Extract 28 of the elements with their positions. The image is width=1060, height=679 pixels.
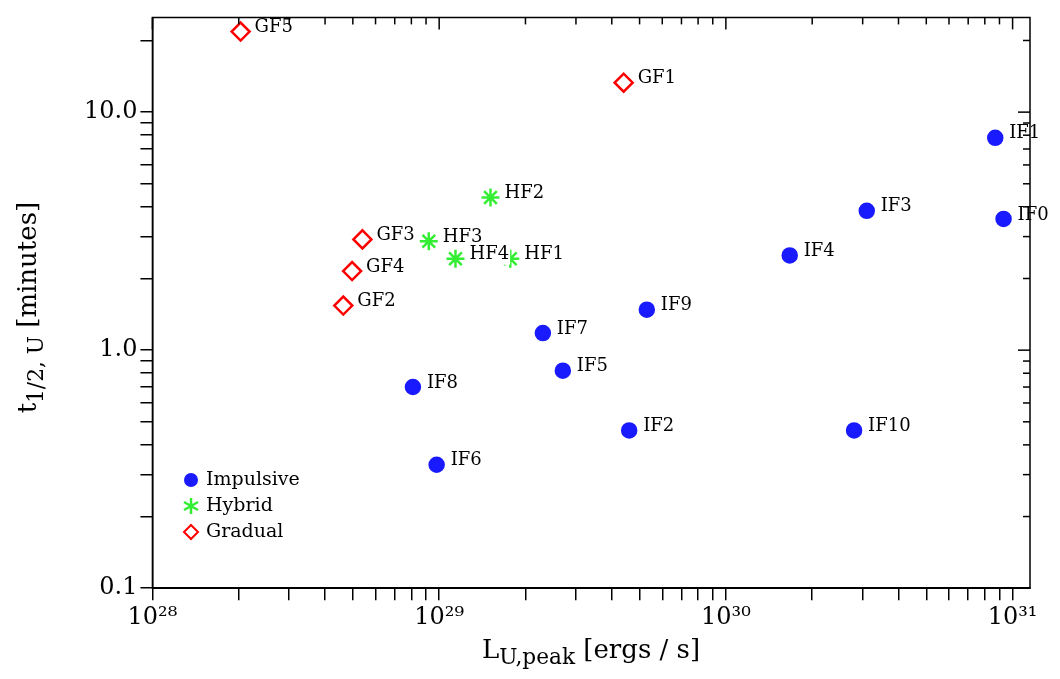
x-axis-title: L$_{U,peak}$ [ergs / s]	[480, 634, 702, 670]
x-tick-label: 10³⁰	[700, 601, 751, 630]
annotation: GF5	[254, 15, 293, 37]
annotation: IF9	[660, 293, 692, 315]
annotation: IF5	[576, 354, 608, 376]
annotation: IF10	[868, 414, 911, 436]
annotation: IF6	[450, 448, 482, 470]
y-tick-label: 0.1	[99, 572, 138, 601]
y-tick-label: 1.0	[99, 334, 138, 363]
annotation: IF8	[426, 370, 458, 392]
y-tick-label: 10.0	[84, 96, 138, 125]
annotation: HF1	[524, 242, 564, 264]
annotation: GF1	[637, 66, 676, 88]
annotation: HF4	[469, 242, 510, 264]
legend-label: Hybrid	[206, 493, 273, 515]
annotation: GF3	[376, 223, 415, 245]
annotation: GF4	[366, 254, 405, 276]
annotation: IF3	[880, 194, 912, 216]
annotation: GF2	[357, 289, 396, 311]
legend-label: Impulsive	[206, 467, 300, 489]
annotation: IF7	[556, 316, 588, 338]
annotation: HF2	[504, 181, 545, 203]
x-tick-label: 10³¹	[987, 601, 1038, 630]
annotation: IF4	[803, 239, 835, 261]
legend-label: Gradual	[206, 519, 284, 541]
annotation: IF2	[643, 414, 675, 436]
x-tick-label: 10²⁹	[414, 601, 465, 630]
x-tick-label: 10²⁸	[127, 601, 178, 630]
